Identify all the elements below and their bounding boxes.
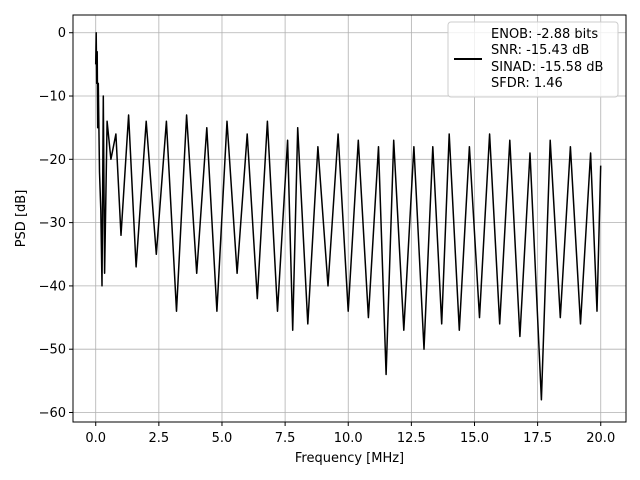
- x-tick-label: 17.5: [523, 431, 552, 446]
- x-tick-label: 0.0: [85, 431, 106, 446]
- x-tick-label: 12.5: [397, 431, 426, 446]
- x-axis-title: Frequency [MHz]: [295, 451, 404, 466]
- legend-text-enob: ENOB: -2.88 bits: [491, 27, 598, 42]
- psd-series-line: [94, 31, 602, 401]
- y-ticks: 0 −10 −20 −30 −40 −50 −60: [39, 26, 73, 421]
- y-tick-label: −50: [39, 343, 66, 358]
- legend-text-sfdr: SFDR: 1.46: [491, 76, 563, 91]
- x-tick-label: 2.5: [149, 431, 170, 446]
- legend-text-snr: SNR: -15.43 dB: [491, 43, 589, 58]
- series-layer: [94, 31, 602, 401]
- y-tick-label: −60: [39, 406, 66, 421]
- y-tick-label: −10: [39, 90, 66, 105]
- x-tick-label: 5.0: [212, 431, 233, 446]
- legend: ENOB: -2.88 bits SNR: -15.43 dB SINAD: -…: [447, 21, 619, 98]
- y-tick-label: −20: [39, 153, 66, 168]
- legend-text-sinad: SINAD: -15.58 dB: [491, 60, 603, 75]
- y-axis-title: PSD [dB]: [14, 190, 29, 248]
- legend-box: [447, 21, 619, 98]
- x-tick-label: 15.0: [460, 431, 489, 446]
- x-ticks: 0.0 2.5 5.0 7.5 10.0 12.5 15.0 17.5 20.0: [85, 422, 615, 446]
- x-tick-label: 10.0: [334, 431, 363, 446]
- plot-frame: [72, 14, 627, 423]
- y-tick-label: −30: [39, 216, 66, 231]
- y-tick-label: 0: [58, 26, 66, 41]
- x-tick-label: 20.0: [586, 431, 615, 446]
- y-tick-label: −40: [39, 279, 66, 294]
- x-tick-label: 7.5: [275, 431, 296, 446]
